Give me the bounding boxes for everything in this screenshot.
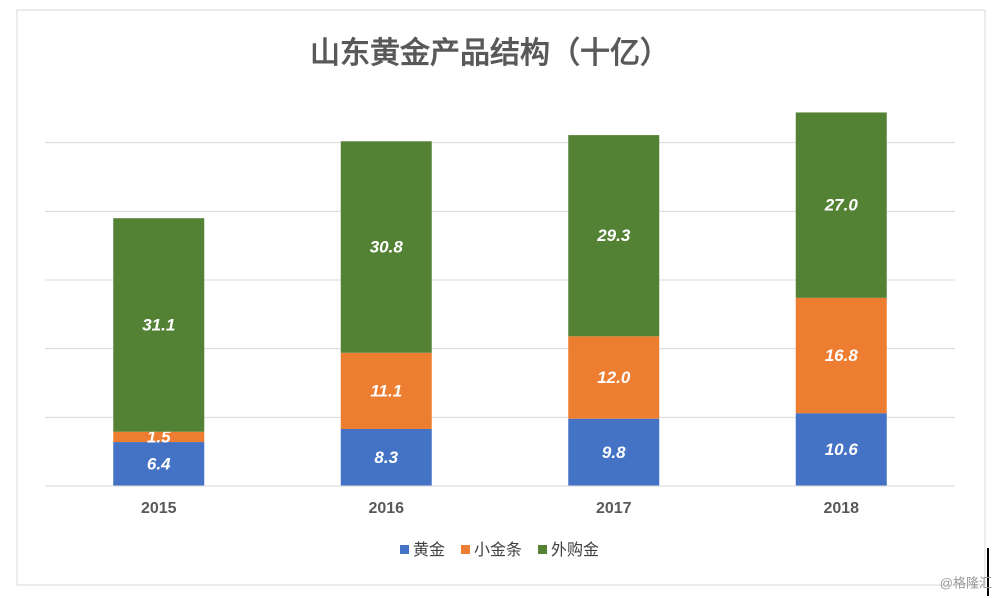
bar-segment xyxy=(340,352,432,430)
bar-segment xyxy=(113,431,205,443)
legend-label: 外购金 xyxy=(551,541,599,559)
data-label: 31.1 xyxy=(142,315,175,334)
data-label: 16.8 xyxy=(825,346,859,365)
x-tick-label: 2017 xyxy=(596,500,632,517)
bar-segment xyxy=(340,141,432,353)
bar-segment xyxy=(568,418,660,486)
watermark: @格隆汇 xyxy=(940,575,992,590)
data-label: 9.8 xyxy=(602,443,626,462)
data-label: 12.0 xyxy=(597,368,631,387)
data-label: 11.1 xyxy=(370,381,402,400)
data-label: 27.0 xyxy=(824,196,859,215)
x-tick-label: 2018 xyxy=(823,500,859,517)
data-label: 1.5 xyxy=(147,427,171,446)
data-label: 6.4 xyxy=(147,455,171,474)
bar-segment xyxy=(568,336,660,419)
data-label: 30.8 xyxy=(370,238,404,257)
legend-swatch xyxy=(538,545,548,554)
data-label: 8.3 xyxy=(374,448,398,467)
bar-segment xyxy=(795,112,887,298)
legend-label: 黄金 xyxy=(413,541,445,559)
bar-segment xyxy=(795,297,887,414)
legend-swatch xyxy=(400,545,409,554)
x-tick-label: 2016 xyxy=(368,500,404,517)
bar-segment xyxy=(113,442,205,486)
legend-swatch xyxy=(461,545,471,554)
bar-segment xyxy=(795,413,887,486)
bar-segment xyxy=(113,218,205,432)
chart-title: 山东黄金产品结构（十亿） xyxy=(310,36,670,70)
legend-label: 小金条 xyxy=(474,541,522,559)
bar-segment xyxy=(340,429,432,486)
data-label: 29.3 xyxy=(596,226,631,245)
data-label: 10.6 xyxy=(825,440,859,459)
x-tick-label: 2015 xyxy=(141,500,177,517)
bar-segment xyxy=(568,135,660,337)
